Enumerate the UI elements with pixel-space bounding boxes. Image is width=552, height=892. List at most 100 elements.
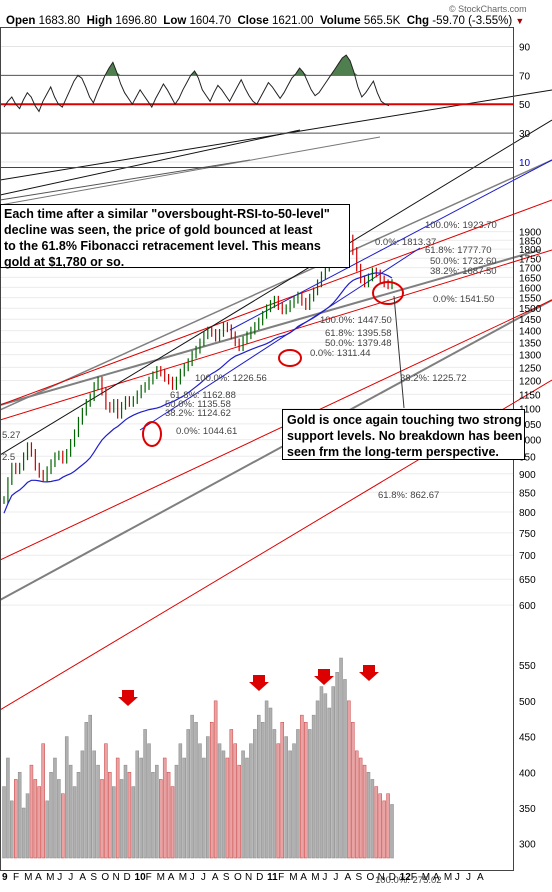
down-arrow-icon xyxy=(118,690,138,706)
volume-bar xyxy=(272,729,277,859)
fib-label: 0.0%: 1311.44 xyxy=(310,348,371,359)
volume-bar xyxy=(292,743,296,859)
price-tick-label: 1850 xyxy=(519,236,542,247)
volume-bar xyxy=(119,779,124,859)
x-tick-label: D xyxy=(389,872,396,883)
rsi-note-line: decline was seen, the price of gold boun… xyxy=(4,223,313,237)
x-tick-label: N xyxy=(112,872,119,883)
trend-line xyxy=(139,247,421,431)
fib-label: 61.8%: 1162.88 xyxy=(170,390,236,401)
price-tick-label: 1350 xyxy=(519,338,542,349)
x-tick-label: F xyxy=(278,872,284,883)
volume-bar xyxy=(17,772,22,859)
ohlc-header: Open 1683.80 High 1696.80 Low 1604.70 Cl… xyxy=(6,15,524,27)
price-tick-label: 700 xyxy=(519,551,536,562)
x-tick-label: A xyxy=(168,872,175,883)
trend-line xyxy=(229,159,552,331)
rsi-tick-label: 30 xyxy=(519,129,531,140)
price-tick-label: 1550 xyxy=(519,294,542,305)
price-tick-label: 1100 xyxy=(519,405,541,416)
x-tick-label: S xyxy=(223,872,230,883)
volume-bar xyxy=(178,743,183,859)
down-triangle-icon: ▼ xyxy=(515,16,525,26)
volume-bar xyxy=(96,764,100,859)
volume-bar xyxy=(264,700,269,859)
volume-bar xyxy=(206,736,210,859)
volume-bar xyxy=(53,757,57,859)
x-tick-label: 11 xyxy=(267,872,278,883)
volume-bar xyxy=(162,757,167,859)
volume-bar xyxy=(68,764,73,859)
fib-label: 100.0%: 275.02 xyxy=(375,875,442,886)
x-tick-label: S xyxy=(355,872,362,883)
x-tick-label: D xyxy=(256,872,263,883)
support-circle xyxy=(278,349,302,367)
price-tick-label: 1300 xyxy=(519,351,542,362)
volume-bar xyxy=(80,750,85,859)
x-tick-label: 9 xyxy=(2,872,8,883)
volume-bar xyxy=(170,786,175,859)
x-tick-label: F xyxy=(146,872,152,883)
volume-bar xyxy=(390,804,394,859)
volume-bar xyxy=(304,722,308,859)
price-tick-label: 1150 xyxy=(519,390,541,401)
volume-bar xyxy=(84,722,89,859)
volume-bar xyxy=(233,743,237,859)
volume-bar xyxy=(300,714,304,859)
rsi-note-line: gold at $1,780 or so. xyxy=(4,255,125,269)
price-tick-label: 650 xyxy=(519,575,536,586)
volume-bar xyxy=(57,779,61,859)
rsi-tick-label: 50 xyxy=(519,100,531,111)
volume-bar xyxy=(315,700,320,859)
volume-bar xyxy=(64,736,69,859)
down-arrow-icon xyxy=(359,665,379,681)
volume-bar xyxy=(284,736,288,859)
fib-label: 61.8%: 1777.70 xyxy=(425,245,492,256)
price-tick-label: 1800 xyxy=(519,245,542,256)
low-label: Low xyxy=(163,15,187,27)
volume-bar xyxy=(92,750,96,859)
close-value: 1621.00 xyxy=(272,15,314,27)
rsi-note-line: to the 61.8% Fibonacci retracement level… xyxy=(4,239,321,253)
volume-bar xyxy=(190,714,194,859)
volume-tick-label: 450 xyxy=(519,733,536,744)
volume-bar xyxy=(139,757,143,859)
volume-bar xyxy=(155,764,159,859)
volume-bar xyxy=(33,779,38,859)
volume-bar xyxy=(104,743,108,859)
x-tick-label: N xyxy=(245,872,252,883)
volume-bar xyxy=(335,672,339,859)
support-note: Gold is once again touching two strong s… xyxy=(282,409,525,460)
fib-label: 0.0%: 1813.37 xyxy=(375,237,436,248)
fib-label: 61.8%: 1395.58 xyxy=(325,328,392,339)
volume-bar xyxy=(108,772,112,859)
price-tick-label: 1400 xyxy=(519,327,542,338)
volume-bar xyxy=(366,772,371,859)
x-tick-label: J xyxy=(466,872,471,883)
volume-bar xyxy=(288,750,292,859)
price-tick-label: 900 xyxy=(519,470,536,481)
volume-tick-label: 500 xyxy=(519,697,536,708)
volume-bar xyxy=(327,707,332,859)
rsi-note-line: Each time after a similar "oversbought-R… xyxy=(4,207,330,221)
volume-bar xyxy=(249,743,253,859)
price-tick-label: 1250 xyxy=(519,363,542,374)
x-tick-label: J xyxy=(201,872,206,883)
support-note-line: seen frm the long-term perspective. xyxy=(287,445,499,459)
fib-label: 100.0%: 1447.50 xyxy=(320,315,392,326)
low-value: 1604.70 xyxy=(189,15,232,27)
volume-value: 565.5K xyxy=(363,15,401,27)
x-tick-label: J xyxy=(190,872,195,883)
callout-pointer xyxy=(393,295,405,409)
x-tick-label: O xyxy=(367,872,375,883)
fib-label: 61.8%: 862.67 xyxy=(378,490,439,501)
volume-bar xyxy=(159,779,163,859)
price-tick-label: 1050 xyxy=(519,420,542,431)
x-tick-label: A xyxy=(300,872,307,883)
trend-line xyxy=(0,299,552,601)
volume-bar xyxy=(374,786,379,859)
trend-line xyxy=(0,199,552,406)
price-tick-label: 950 xyxy=(519,452,536,463)
price-tick-label: 800 xyxy=(519,508,536,519)
volume-bar xyxy=(358,757,363,859)
